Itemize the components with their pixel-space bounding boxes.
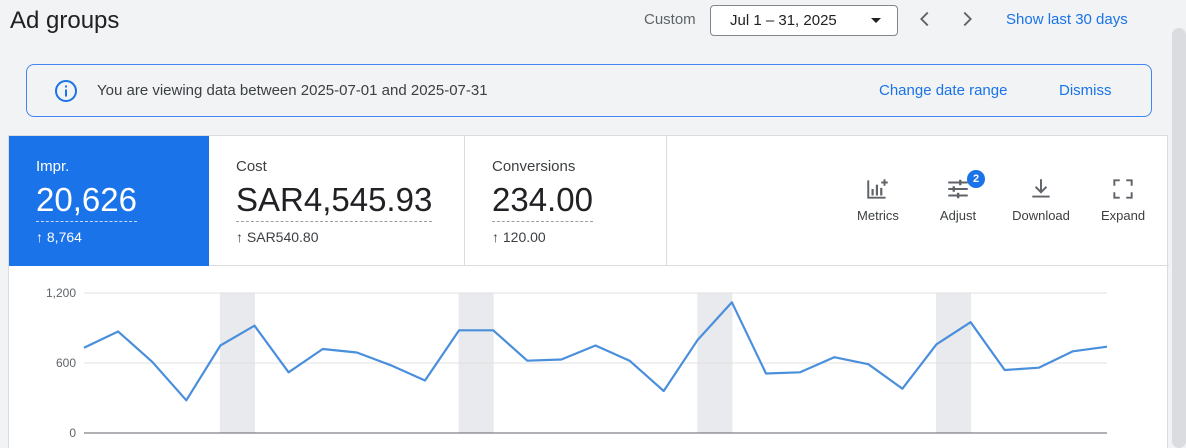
metric-label: Impr. [36, 158, 70, 175]
date-range-select[interactable]: Jul 1 – 31, 2025 [710, 5, 898, 36]
adjust-label: Adjust [939, 208, 977, 223]
metric-delta: ↑ 8,764 [36, 229, 82, 245]
dismiss-button[interactable]: Dismiss [1059, 82, 1112, 99]
change-date-range-link[interactable]: Change date range [879, 82, 1008, 99]
fullscreen-icon [1113, 179, 1133, 199]
metric-delta: ↑ SAR540.80 [236, 229, 319, 245]
previous-period-button[interactable] [914, 8, 936, 30]
metric-label: Conversions [492, 158, 576, 175]
y-tick-label: 0 [69, 426, 76, 440]
adjust-badge: 2 [967, 170, 985, 188]
banner-text: You are viewing data between 2025-07-01 … [97, 82, 488, 99]
y-tick-label: 600 [56, 356, 76, 370]
metric-value: SAR4,545.93 [236, 180, 433, 222]
scrollbar[interactable] [1172, 28, 1186, 448]
metrics-button[interactable]: Metrics [838, 176, 918, 223]
chart-toolbar: Metrics 2 Adjust Download Expand [667, 136, 1169, 266]
info-icon [55, 80, 77, 102]
custom-label: Custom [644, 11, 696, 28]
download-button[interactable]: Download [1001, 176, 1081, 223]
metric-value: 20,626 [36, 180, 137, 222]
page-header: Ad groups Custom Jul 1 – 31, 2025 Show l… [0, 0, 1186, 44]
metrics-chart-icon [867, 179, 888, 199]
info-banner: You are viewing data between 2025-07-01 … [26, 64, 1152, 117]
y-tick-label: 1,200 [46, 286, 76, 300]
metric-tile-cost[interactable]: Cost SAR4,545.93 ↑ SAR540.80 [209, 136, 465, 266]
tune-icon [948, 179, 968, 199]
impressions-line-chart[interactable]: 0 600 1,200 [9, 266, 1169, 448]
next-period-button[interactable] [956, 8, 978, 30]
date-range-value: Jul 1 – 31, 2025 [730, 12, 837, 29]
expand-button[interactable]: Expand [1083, 176, 1163, 223]
metrics-label: Metrics [857, 208, 899, 223]
metric-tile-impressions[interactable]: Impr. 20,626 ↑ 8,764 [9, 136, 209, 266]
chart-svg: 0 600 1,200 [46, 286, 1108, 440]
metric-label: Cost [236, 158, 267, 175]
metric-value: 234.00 [492, 180, 593, 222]
adjust-button[interactable]: 2 Adjust [918, 170, 998, 223]
metric-delta: ↑ 120.00 [492, 229, 546, 245]
show-last-30-days-link[interactable]: Show last 30 days [1006, 11, 1128, 28]
metric-tile-conversions[interactable]: Conversions 234.00 ↑ 120.00 [465, 136, 667, 266]
download-icon [1032, 179, 1050, 198]
page-title: Ad groups [10, 7, 120, 34]
chevron-left-icon [920, 11, 929, 27]
impressions-series-line [83, 301, 1108, 402]
chevron-right-icon [963, 11, 972, 27]
metrics-card: Impr. 20,626 ↑ 8,764 Cost SAR4,545.93 ↑ … [8, 135, 1169, 448]
dropdown-caret-icon [871, 18, 881, 23]
expand-label: Expand [1100, 208, 1146, 223]
download-label: Download [1012, 208, 1070, 223]
